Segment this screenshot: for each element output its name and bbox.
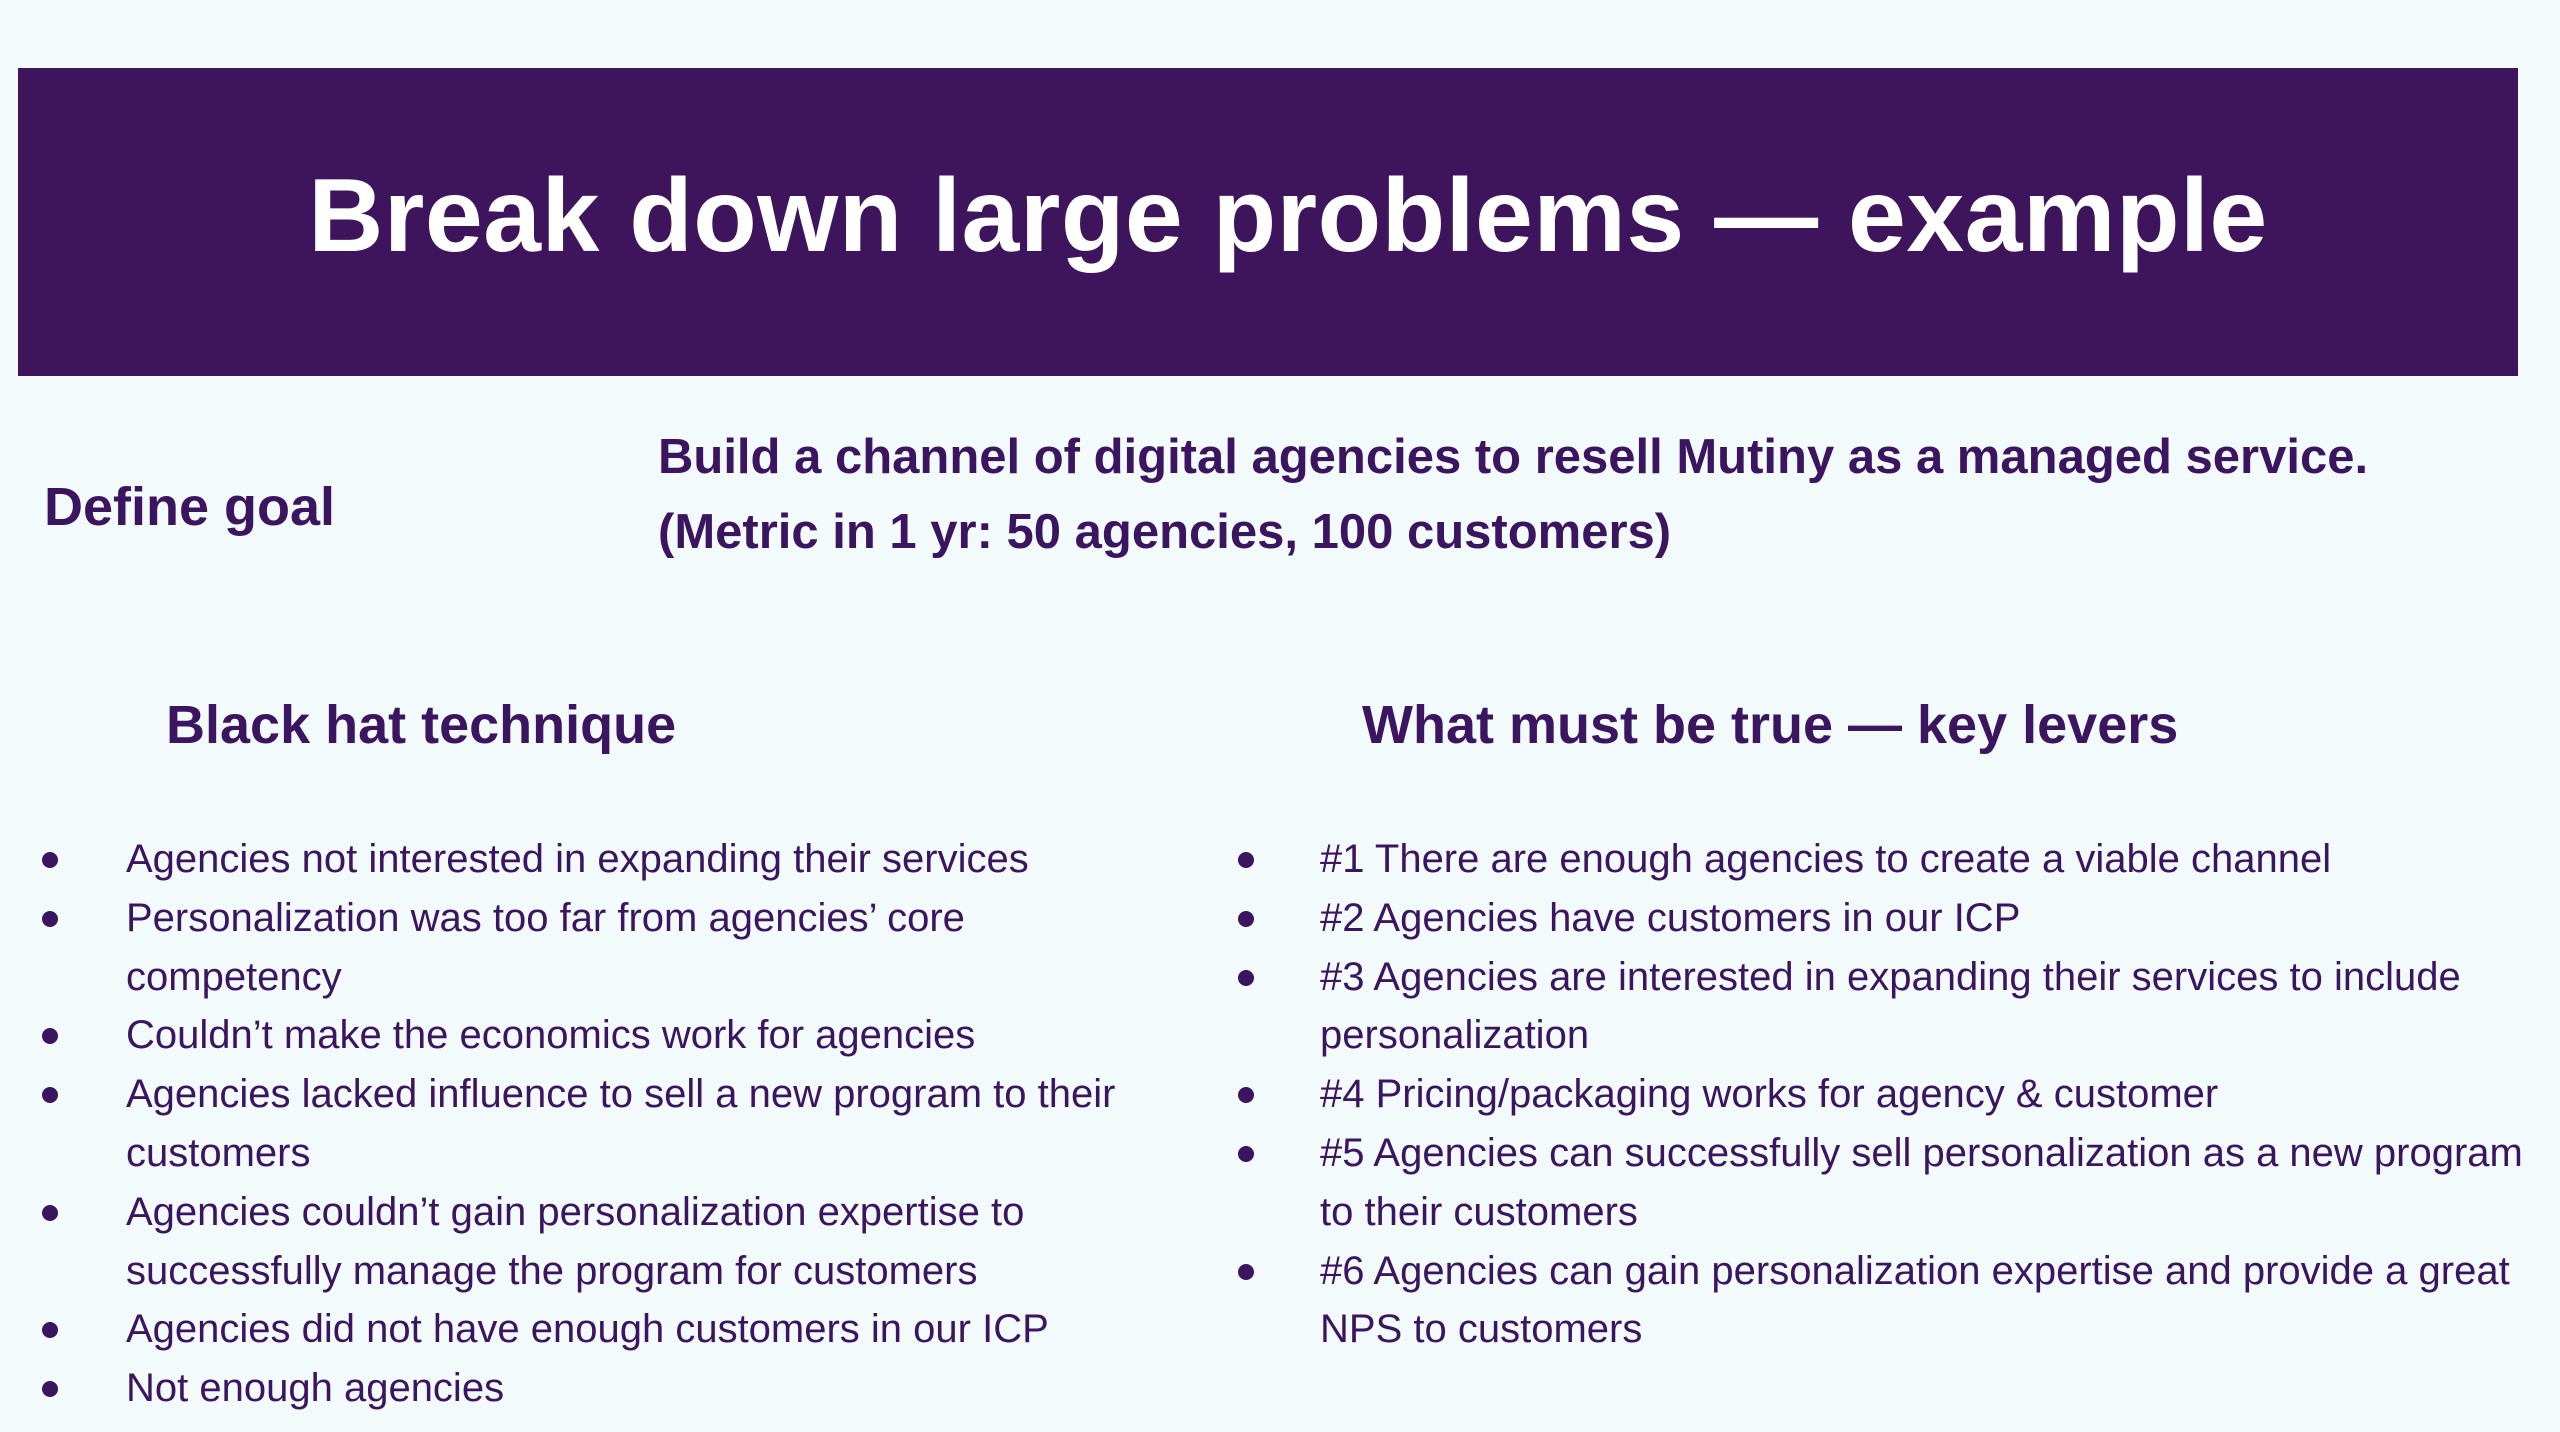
list-item: Agencies couldn’t gain personalization e… bbox=[38, 1183, 1178, 1301]
bullet-icon bbox=[1238, 852, 1254, 868]
list-item: #1 There are enough agencies to create a… bbox=[1234, 830, 2534, 889]
list-item: #6 Agencies can gain personalization exp… bbox=[1234, 1242, 2534, 1360]
bullet-icon bbox=[42, 852, 58, 868]
bullet-icon bbox=[42, 1322, 58, 1339]
black-hat-heading: Black hat technique bbox=[166, 695, 677, 755]
page-title: Break down large problems — example bbox=[308, 157, 2268, 274]
bullet-icon bbox=[42, 1204, 58, 1221]
black-hat-list: Agencies not interested in expanding the… bbox=[38, 830, 1178, 1418]
list-item: Agencies lacked influence to sell a new … bbox=[38, 1065, 1178, 1183]
goal-statement: Build a channel of digital agencies to r… bbox=[658, 420, 2518, 570]
list-item: Couldn’t make the economics work for age… bbox=[38, 1006, 1178, 1065]
key-levers-heading: What must be true — key levers bbox=[1362, 695, 2179, 755]
bullet-icon bbox=[1238, 969, 1254, 986]
bullet-icon bbox=[1238, 1263, 1254, 1280]
bullet-icon bbox=[42, 1087, 58, 1104]
title-banner: Break down large problems — example bbox=[18, 68, 2518, 376]
bullet-icon bbox=[42, 910, 58, 927]
list-item: Not enough agencies bbox=[38, 1359, 1178, 1418]
goal-label: Define goal bbox=[44, 477, 336, 537]
bullet-icon bbox=[1238, 1145, 1254, 1162]
list-item: Agencies not interested in expanding the… bbox=[38, 830, 1178, 889]
goal-line-2: (Metric in 1 yr: 50 agencies, 100 custom… bbox=[658, 505, 1672, 559]
list-item: #5 Agencies can successfully sell person… bbox=[1234, 1124, 2534, 1242]
list-item: #4 Pricing/packaging works for agency & … bbox=[1234, 1065, 2534, 1124]
list-item: #3 Agencies are interested in expanding … bbox=[1234, 948, 2534, 1066]
list-item: Agencies did not have enough customers i… bbox=[38, 1300, 1178, 1359]
bullet-icon bbox=[42, 1381, 58, 1398]
list-item: Personalization was too far from agencie… bbox=[38, 889, 1178, 1007]
key-levers-list: #1 There are enough agencies to create a… bbox=[1234, 830, 2534, 1359]
bullet-icon bbox=[1238, 910, 1254, 927]
list-item: #2 Agencies have customers in our ICP bbox=[1234, 889, 2534, 948]
bullet-icon bbox=[42, 1028, 58, 1045]
goal-line-1: Build a channel of digital agencies to r… bbox=[658, 430, 2369, 484]
bullet-icon bbox=[1238, 1087, 1254, 1104]
